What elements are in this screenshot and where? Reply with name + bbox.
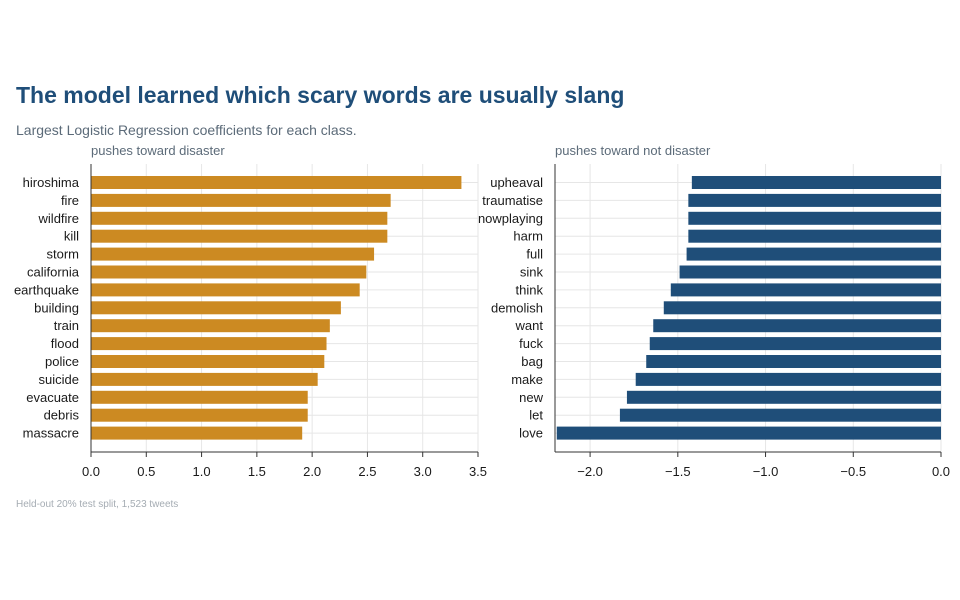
x-tick-label: −1.0 xyxy=(753,464,779,479)
bar-wildfire xyxy=(91,211,388,225)
x-tick-label: 0.5 xyxy=(137,464,155,479)
category-label: massacre xyxy=(23,426,79,441)
category-label: train xyxy=(54,318,79,333)
category-label: love xyxy=(519,426,543,441)
x-tick-label: −1.5 xyxy=(665,464,691,479)
bar-massacre xyxy=(91,426,303,440)
bar-building xyxy=(91,301,341,315)
category-label: full xyxy=(526,247,543,262)
x-tick-label: 0.0 xyxy=(82,464,100,479)
bar-let xyxy=(619,408,941,422)
bar-new xyxy=(626,390,941,404)
x-tick-label: −2.0 xyxy=(577,464,603,479)
bar-earthquake xyxy=(91,283,360,297)
footnote: Held-out 20% test split, 1,523 tweets xyxy=(16,499,179,510)
bar-train xyxy=(91,319,330,333)
category-label: new xyxy=(519,390,543,405)
x-tick-label: −0.5 xyxy=(840,464,866,479)
bar-sink xyxy=(679,265,941,279)
bar-love xyxy=(556,426,941,440)
panel-title: pushes toward disaster xyxy=(91,143,225,158)
category-label: debris xyxy=(44,408,80,423)
category-label: hiroshima xyxy=(23,175,80,190)
bar-hiroshima xyxy=(91,176,462,189)
bar-want xyxy=(653,319,941,333)
category-label: california xyxy=(27,265,80,280)
x-tick-label: 0.0 xyxy=(932,464,950,479)
bar-demolish xyxy=(663,301,941,315)
category-label: bag xyxy=(521,354,543,369)
bar-make xyxy=(635,372,941,386)
category-label: make xyxy=(511,372,543,387)
category-label: traumatise xyxy=(482,193,543,208)
bar-california xyxy=(91,265,367,279)
bar-bag xyxy=(646,355,941,368)
category-label: kill xyxy=(64,229,79,244)
category-label: suicide xyxy=(39,372,79,387)
chart-title: The model learned which scary words are … xyxy=(16,82,625,108)
category-label: demolish xyxy=(491,300,543,315)
bar-nowplaying xyxy=(688,211,941,225)
x-tick-label: 3.0 xyxy=(414,464,432,479)
category-label: think xyxy=(516,282,544,297)
category-label: earthquake xyxy=(14,282,79,297)
x-tick-label: 2.0 xyxy=(303,464,321,479)
x-tick-label: 3.5 xyxy=(469,464,487,479)
bar-traumatise xyxy=(688,193,941,207)
bar-flood xyxy=(91,337,327,351)
category-label: harm xyxy=(513,229,543,244)
bar-suicide xyxy=(91,372,318,386)
category-label: fire xyxy=(61,193,79,208)
category-label: police xyxy=(45,354,79,369)
category-label: upheaval xyxy=(490,175,543,190)
category-label: nowplaying xyxy=(478,211,543,226)
bar-kill xyxy=(91,229,388,243)
bar-storm xyxy=(91,247,375,261)
bar-police xyxy=(91,355,325,368)
bar-evacuate xyxy=(91,390,308,404)
bar-fire xyxy=(91,193,391,207)
panel-not-disaster: pushes toward not disaster upheaval trauma… xyxy=(478,143,950,479)
bar-debris xyxy=(91,408,308,422)
category-label: flood xyxy=(51,336,79,351)
category-label: sink xyxy=(520,265,544,280)
x-tick-label: 1.5 xyxy=(248,464,266,479)
panel-title: pushes toward not disaster xyxy=(555,143,711,158)
bar-upheaval xyxy=(691,176,941,189)
x-tick-label: 2.5 xyxy=(358,464,376,479)
chart-subtitle: Largest Logistic Regression coefficients… xyxy=(16,122,357,138)
category-label: let xyxy=(529,408,543,423)
x-tick-label: 1.0 xyxy=(193,464,211,479)
category-label: fuck xyxy=(519,336,543,351)
bar-full xyxy=(686,247,941,261)
category-label: evacuate xyxy=(26,390,79,405)
bar-fuck xyxy=(649,337,941,351)
category-label: storm xyxy=(47,247,80,262)
panel-disaster: pushes toward disaster hiroshima fire wildf… xyxy=(14,143,487,479)
category-label: want xyxy=(515,318,544,333)
category-label: building xyxy=(34,300,79,315)
bar-harm xyxy=(688,229,941,243)
category-label: wildfire xyxy=(38,211,79,226)
bar-think xyxy=(670,283,941,297)
